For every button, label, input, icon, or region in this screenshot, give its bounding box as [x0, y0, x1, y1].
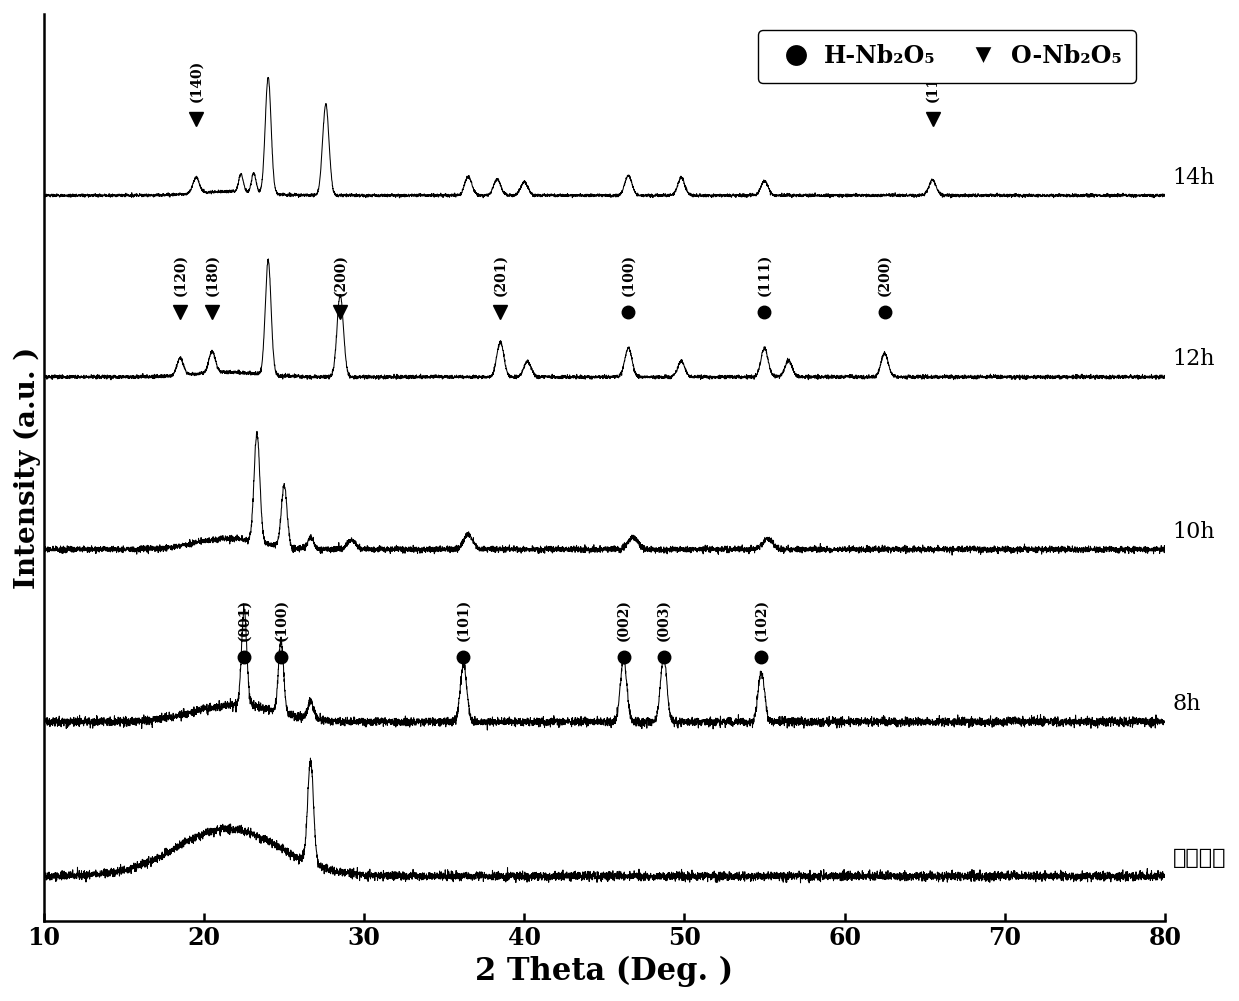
- Text: (140): (140): [190, 60, 203, 102]
- Text: (101): (101): [456, 599, 471, 641]
- Text: (200): (200): [877, 253, 892, 295]
- Text: (112): (112): [926, 60, 939, 102]
- Text: (120): (120): [173, 253, 187, 295]
- Text: (002): (002): [617, 599, 631, 641]
- Text: 10h: 10h: [1173, 521, 1215, 543]
- Text: (100): (100): [622, 253, 636, 295]
- Text: (003): (003): [657, 599, 670, 641]
- Legend: H-Nb₂O₅, O-Nb₂O₅: H-Nb₂O₅, O-Nb₂O₅: [758, 30, 1136, 82]
- Text: (100): (100): [274, 599, 287, 641]
- Text: 12h: 12h: [1173, 348, 1215, 370]
- Y-axis label: Intensity (a.u. ): Intensity (a.u. ): [14, 346, 41, 589]
- Text: (102): (102): [755, 599, 768, 641]
- Text: 硅藻原土: 硅藻原土: [1173, 848, 1227, 870]
- Text: 8h: 8h: [1173, 693, 1202, 715]
- Text: (180): (180): [206, 253, 219, 295]
- Text: (001): (001): [237, 599, 252, 641]
- X-axis label: 2 Theta (Deg. ): 2 Theta (Deg. ): [476, 956, 733, 987]
- Text: (200): (200): [333, 253, 347, 295]
- Text: (111): (111): [757, 253, 772, 295]
- Text: (201): (201): [493, 253, 507, 295]
- Text: 14h: 14h: [1173, 167, 1215, 189]
